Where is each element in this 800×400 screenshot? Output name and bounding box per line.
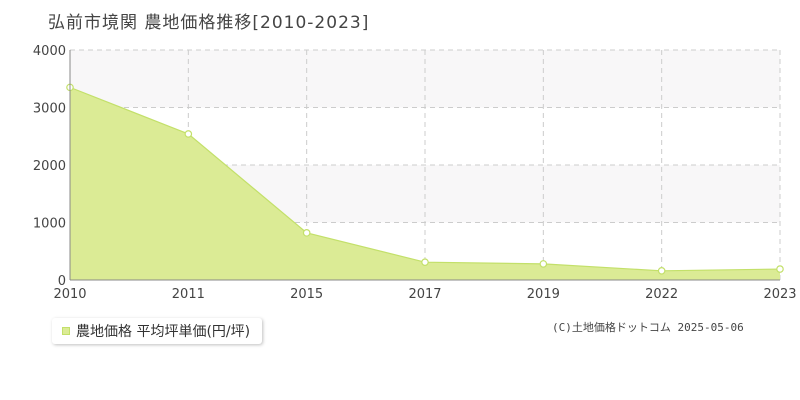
data-point xyxy=(657,266,666,275)
data-point xyxy=(302,229,311,237)
x-tick-label: 2011 xyxy=(172,287,205,302)
data-point xyxy=(184,130,193,138)
y-tick-label: 4000 xyxy=(33,44,66,59)
x-tick-label: 2019 xyxy=(527,287,560,302)
y-tick-label: 2000 xyxy=(33,159,66,174)
y-tick-label: 0 xyxy=(58,274,66,289)
legend: 農地価格 平均坪単価(円/坪) xyxy=(52,318,263,344)
chart-title: 弘前市境関 農地価格推移[2010-2023] xyxy=(48,13,370,33)
y-tick-label: 3000 xyxy=(33,102,66,117)
legend-swatch xyxy=(62,327,70,335)
legend-label: 農地価格 平均坪単価(円/坪) xyxy=(76,324,251,340)
x-tick-label: 2015 xyxy=(290,287,323,302)
series-area xyxy=(70,87,780,280)
data-point xyxy=(421,258,429,266)
x-tick-label: 2023 xyxy=(763,287,796,302)
x-tick-label: 2017 xyxy=(408,287,441,302)
y-tick-label: 1000 xyxy=(33,217,66,232)
data-point xyxy=(539,260,548,268)
copyright-text: (C)土地価格ドットコム 2025-05-06 xyxy=(552,321,744,334)
x-tick-label: 2022 xyxy=(645,287,678,302)
data-point xyxy=(776,265,784,273)
x-tick-label: 2010 xyxy=(53,287,86,302)
